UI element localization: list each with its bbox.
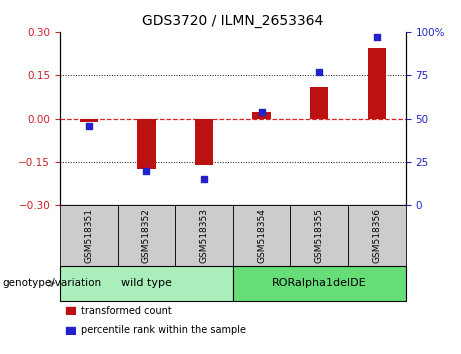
Text: GSM518354: GSM518354	[257, 208, 266, 263]
Bar	[348, 205, 406, 266]
Text: GSM518353: GSM518353	[200, 208, 208, 263]
Bar	[290, 205, 348, 266]
Text: GSM518356: GSM518356	[372, 208, 381, 263]
Point	[315, 69, 323, 75]
Bar	[252, 112, 271, 119]
Bar	[66, 326, 75, 333]
Point	[373, 34, 381, 40]
Point	[200, 176, 207, 182]
Text: GSM518351: GSM518351	[84, 208, 93, 263]
Text: GSM518352: GSM518352	[142, 208, 151, 263]
Bar	[233, 266, 406, 301]
Text: RORalpha1delDE: RORalpha1delDE	[272, 278, 366, 288]
Title: GDS3720 / ILMN_2653364: GDS3720 / ILMN_2653364	[142, 14, 324, 28]
Text: percentile rank within the sample: percentile rank within the sample	[81, 325, 246, 335]
Bar	[195, 119, 213, 165]
Text: GSM518355: GSM518355	[315, 208, 324, 263]
Point	[258, 109, 266, 114]
Text: genotype/variation: genotype/variation	[2, 278, 101, 288]
Point	[85, 123, 92, 129]
Point	[142, 168, 150, 173]
Text: wild type: wild type	[121, 278, 172, 288]
Bar	[118, 205, 175, 266]
Bar	[137, 119, 155, 169]
Bar	[60, 205, 118, 266]
Bar	[368, 48, 386, 119]
Text: transformed count: transformed count	[81, 306, 171, 316]
Bar	[233, 205, 290, 266]
Bar	[66, 307, 75, 314]
Bar	[310, 87, 328, 119]
Bar	[175, 205, 233, 266]
Bar	[79, 119, 98, 122]
Bar	[60, 266, 233, 301]
